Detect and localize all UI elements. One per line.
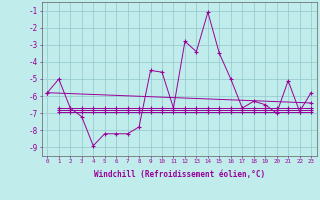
X-axis label: Windchill (Refroidissement éolien,°C): Windchill (Refroidissement éolien,°C) [94,170,265,179]
